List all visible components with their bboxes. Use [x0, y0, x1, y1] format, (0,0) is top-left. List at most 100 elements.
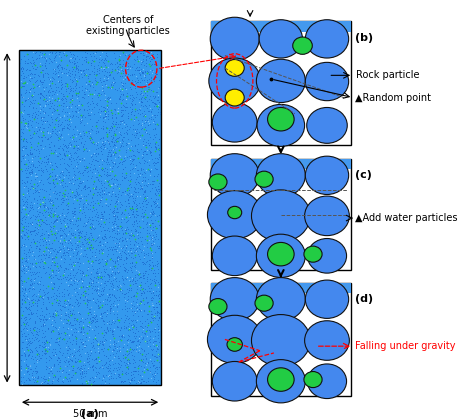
Point	[111, 370, 118, 376]
Point	[55, 127, 63, 134]
Point	[125, 381, 132, 388]
Point	[150, 111, 158, 118]
Point	[20, 232, 28, 238]
Point	[44, 136, 52, 143]
Point	[142, 365, 150, 372]
Point	[77, 195, 84, 202]
Point	[87, 241, 94, 248]
Point	[96, 304, 104, 311]
Point	[59, 176, 67, 182]
Point	[73, 165, 81, 172]
Point	[49, 213, 56, 220]
Point	[125, 293, 132, 300]
Point	[67, 152, 74, 158]
Point	[107, 271, 115, 278]
Point	[30, 337, 37, 344]
Point	[132, 185, 139, 191]
Point	[41, 350, 48, 357]
Point	[55, 62, 62, 69]
Point	[25, 266, 32, 273]
Point	[133, 205, 141, 212]
Point	[69, 50, 76, 57]
Point	[69, 336, 76, 343]
Point	[147, 87, 155, 93]
Point	[94, 242, 101, 248]
Point	[42, 187, 50, 194]
Point	[152, 138, 160, 145]
Point	[49, 268, 56, 275]
Point	[31, 185, 39, 191]
Point	[76, 369, 84, 376]
Point	[92, 364, 100, 371]
Point	[131, 236, 138, 243]
Point	[69, 331, 76, 337]
Point	[118, 81, 126, 88]
Point	[18, 206, 26, 212]
Point	[45, 88, 52, 94]
Point	[43, 204, 50, 210]
Point	[60, 70, 68, 76]
Point	[33, 174, 40, 181]
Point	[122, 58, 129, 65]
Point	[28, 352, 36, 359]
Point	[129, 311, 137, 318]
Point	[125, 324, 132, 331]
Point	[109, 246, 116, 253]
Point	[78, 279, 85, 286]
Point	[82, 72, 90, 78]
Point	[40, 50, 47, 57]
Point	[105, 182, 112, 189]
Point	[55, 264, 62, 271]
Point	[89, 342, 97, 349]
Point	[19, 263, 27, 269]
Point	[46, 213, 54, 220]
Point	[36, 201, 44, 207]
Point	[60, 358, 67, 365]
Point	[130, 212, 138, 219]
Point	[131, 141, 139, 148]
Point	[58, 303, 65, 309]
Circle shape	[228, 206, 242, 219]
Point	[92, 185, 100, 192]
Point	[109, 224, 116, 230]
Point	[116, 93, 124, 99]
Point	[140, 212, 147, 219]
Point	[98, 274, 105, 281]
Point	[111, 67, 118, 73]
Point	[86, 334, 93, 341]
Point	[66, 295, 74, 302]
Point	[149, 181, 156, 188]
Point	[154, 145, 162, 152]
Point	[94, 340, 101, 347]
Point	[146, 317, 154, 324]
Point	[43, 156, 51, 163]
Point	[108, 124, 116, 130]
Point	[24, 255, 31, 262]
Point	[47, 139, 55, 145]
Point	[65, 302, 73, 309]
Point	[145, 71, 153, 78]
Point	[135, 306, 143, 313]
Point	[60, 246, 67, 253]
Point	[96, 111, 103, 118]
Point	[42, 239, 50, 246]
Point	[45, 253, 52, 260]
Point	[86, 167, 94, 174]
Point	[109, 265, 116, 272]
Point	[41, 333, 48, 340]
Point	[144, 69, 151, 76]
Point	[79, 331, 86, 338]
Point	[70, 346, 78, 352]
Point	[109, 149, 117, 156]
Point	[38, 186, 46, 192]
Point	[22, 120, 29, 127]
Point	[66, 308, 73, 315]
Point	[60, 336, 67, 343]
Point	[63, 166, 71, 173]
Point	[84, 59, 92, 66]
Point	[110, 347, 118, 354]
Point	[32, 78, 40, 84]
Point	[78, 54, 86, 60]
Point	[26, 168, 33, 175]
Point	[38, 327, 46, 334]
